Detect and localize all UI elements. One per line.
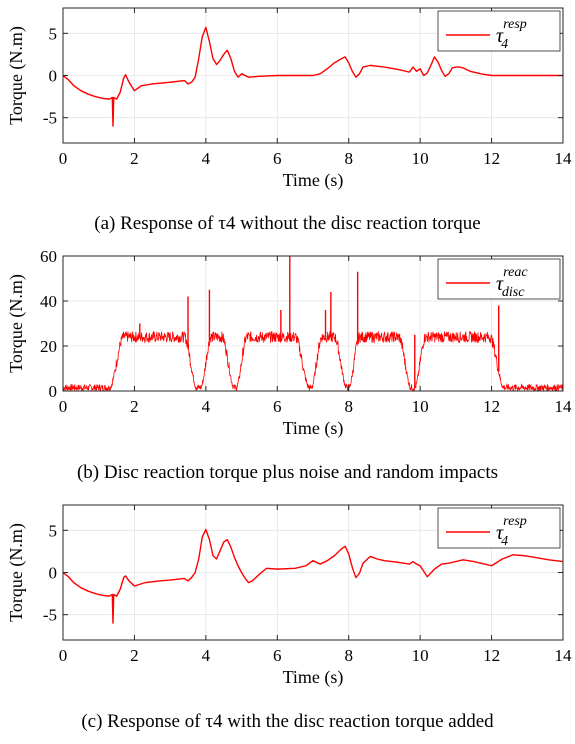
legend-label: τreac disc bbox=[496, 265, 528, 300]
series-line bbox=[63, 528, 563, 624]
x-tick-label: 8 bbox=[344, 646, 353, 665]
caption-c: (c) Response of τ4 with the disc reactio… bbox=[81, 711, 494, 732]
x-tick-label: 8 bbox=[344, 397, 353, 416]
x-tick-label: 6 bbox=[273, 149, 282, 168]
legend-box bbox=[437, 507, 561, 549]
x-tick-label: 6 bbox=[273, 397, 282, 416]
legend-box bbox=[437, 258, 561, 300]
x-tick-label: 10 bbox=[412, 149, 429, 168]
y-tick-label: 0 bbox=[49, 564, 58, 583]
x-tick-label: 8 bbox=[344, 149, 353, 168]
plot-frame bbox=[62, 255, 564, 392]
x-tick-label: 6 bbox=[273, 646, 282, 665]
series-line bbox=[63, 330, 563, 392]
chart-b: 0 2 4 6 8 10 12 14 0 20 40 60 Time (s) Torque (N.m) τr… bbox=[6, 247, 573, 439]
x-tick-label: 12 bbox=[483, 646, 500, 665]
y-tick-label: 40 bbox=[40, 292, 57, 311]
x-tick-label: 12 bbox=[483, 149, 500, 168]
y-tick-label: 60 bbox=[40, 247, 57, 266]
legend-label: τresp 4 bbox=[496, 17, 527, 52]
y-axis-label: Torque (N.m) bbox=[6, 274, 27, 373]
legend-box bbox=[437, 10, 561, 52]
y-tick-label: 20 bbox=[40, 337, 57, 356]
x-tick-label: 4 bbox=[202, 397, 211, 416]
y-tick-label: -5 bbox=[43, 109, 57, 128]
x-tick-label: 14 bbox=[555, 397, 573, 416]
legend-label: τresp 4 bbox=[496, 514, 527, 549]
x-tick-label: 4 bbox=[202, 149, 211, 168]
chart-c: 0 2 4 6 8 10 12 14 -5 0 5 Time (s) Torque (N.m) τresp… bbox=[6, 504, 573, 688]
y-tick-label: 0 bbox=[49, 382, 58, 401]
caption-a: (a) Response of τ4 without the disc reac… bbox=[94, 213, 481, 234]
x-tick-label: 0 bbox=[59, 646, 68, 665]
x-tick-label: 2 bbox=[130, 397, 139, 416]
x-axis-label: Time (s) bbox=[283, 170, 344, 191]
y-tick-label: 5 bbox=[49, 521, 58, 540]
y-axis-label: Torque (N.m) bbox=[6, 26, 27, 125]
x-tick-label: 10 bbox=[412, 397, 429, 416]
x-axis-label: Time (s) bbox=[283, 667, 344, 688]
x-tick-label: 0 bbox=[59, 397, 68, 416]
y-axis-label: Torque (N.m) bbox=[6, 523, 27, 622]
x-tick-label: 2 bbox=[130, 149, 139, 168]
x-tick-label: 2 bbox=[130, 646, 139, 665]
x-tick-label: 4 bbox=[202, 646, 211, 665]
x-tick-label: 10 bbox=[412, 646, 429, 665]
caption-b: (b) Disc reaction torque plus noise and … bbox=[76, 462, 499, 483]
x-tick-label: 12 bbox=[483, 397, 500, 416]
y-tick-label: 0 bbox=[49, 67, 58, 86]
x-tick-label: 14 bbox=[555, 646, 573, 665]
series-line bbox=[63, 26, 563, 127]
y-tick-label: 5 bbox=[49, 24, 58, 43]
x-tick-label: 0 bbox=[59, 149, 68, 168]
chart-a: 0 2 4 6 8 10 12 14 -5 0 5 Time (s) Torque (N.m) τresp… bbox=[6, 7, 573, 191]
x-axis-label: Time (s) bbox=[283, 418, 344, 439]
x-tick-label: 14 bbox=[555, 149, 573, 168]
y-tick-label: -5 bbox=[43, 606, 57, 625]
